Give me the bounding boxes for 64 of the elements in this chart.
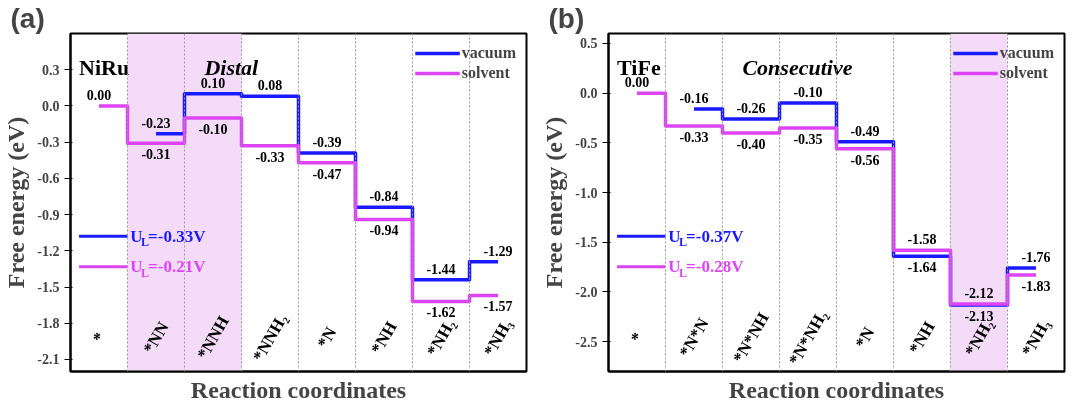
data-label: -0.33: [679, 129, 709, 145]
data-label: -1.83: [1021, 279, 1051, 295]
data-label: -1.57: [483, 299, 513, 315]
data-label: -1.44: [426, 261, 456, 277]
data-label: -0.35: [793, 131, 823, 147]
data-label: -0.39: [312, 135, 342, 151]
y-tick-label: -0.5: [575, 135, 598, 151]
data-label: -0.84: [369, 189, 399, 205]
data-label: -1.62: [426, 305, 456, 321]
x-tick-label: *NH: [905, 318, 939, 358]
x-axis-title: Reaction coordinates: [190, 376, 407, 403]
data-label: -0.94: [369, 223, 399, 239]
legend-label: vacuum: [999, 44, 1054, 62]
data-label: -0.10: [793, 85, 823, 101]
y-tick-label: -1.8: [37, 316, 60, 332]
data-label: -0.23: [141, 115, 171, 131]
data-label: 0.08: [257, 78, 283, 94]
x-tick-label: *N: [313, 323, 341, 352]
legend-label: solvent: [461, 64, 510, 82]
data-label: -0.10: [198, 122, 228, 137]
data-label: -0.49: [850, 123, 880, 139]
x-tick-label: *: [88, 329, 110, 347]
y-tick-label: -1.5: [575, 235, 598, 251]
x-tick-label: *: [626, 329, 648, 347]
y-tick-label: -0.6: [37, 171, 60, 187]
data-label: -0.31: [141, 147, 171, 163]
annotation: NiRu: [79, 54, 130, 80]
data-label: -1.29: [483, 243, 513, 259]
data-label: 0.10: [200, 75, 226, 91]
data-label: -0.56: [850, 152, 880, 168]
data-label: 0.00: [86, 87, 112, 103]
y-tick-label: -1.0: [575, 185, 598, 201]
y-tick-label: 0.3: [42, 62, 60, 78]
y-axis-title: Free energy (eV): [3, 116, 30, 289]
data-label: -0.47: [312, 166, 342, 182]
y-tick-label: -0.3: [37, 135, 60, 151]
legend-label: vacuum: [461, 44, 516, 62]
chart-title: (a): [10, 2, 45, 34]
data-label: -1.64: [907, 260, 937, 276]
data-label: -1.58: [907, 232, 937, 248]
chart-title: (b): [548, 2, 585, 34]
x-axis-title: Reaction coordinates: [728, 376, 945, 403]
x-tick-label: *N*N: [675, 314, 713, 361]
data-label: -1.76: [1021, 250, 1051, 266]
data-label: -0.40: [736, 136, 766, 152]
y-tick-label: -2.1: [37, 352, 60, 368]
y-tick-label: 0.0: [42, 98, 60, 114]
y-tick-label: 0.5: [580, 36, 598, 52]
y-tick-label: -0.9: [37, 207, 60, 223]
data-label: -2.12: [964, 285, 994, 301]
y-tick-label: -2.5: [575, 334, 598, 350]
legend-label: solvent: [999, 64, 1048, 82]
y-tick-label: -2.0: [575, 284, 598, 300]
data-label: -0.16: [679, 91, 709, 107]
y-tick-label: 0.0: [580, 86, 598, 102]
x-tick-label: *N: [851, 323, 879, 352]
data-label: -0.33: [255, 149, 285, 165]
y-tick-label: -1.2: [37, 243, 60, 259]
annotation: Consecutive: [742, 54, 853, 80]
x-tick-label: *NN: [139, 318, 173, 357]
x-tick-label: *NH: [367, 318, 401, 358]
y-axis-title: Free energy (eV): [541, 116, 568, 289]
y-tick-label: -1.5: [37, 280, 60, 295]
data-label: -0.26: [736, 100, 766, 116]
